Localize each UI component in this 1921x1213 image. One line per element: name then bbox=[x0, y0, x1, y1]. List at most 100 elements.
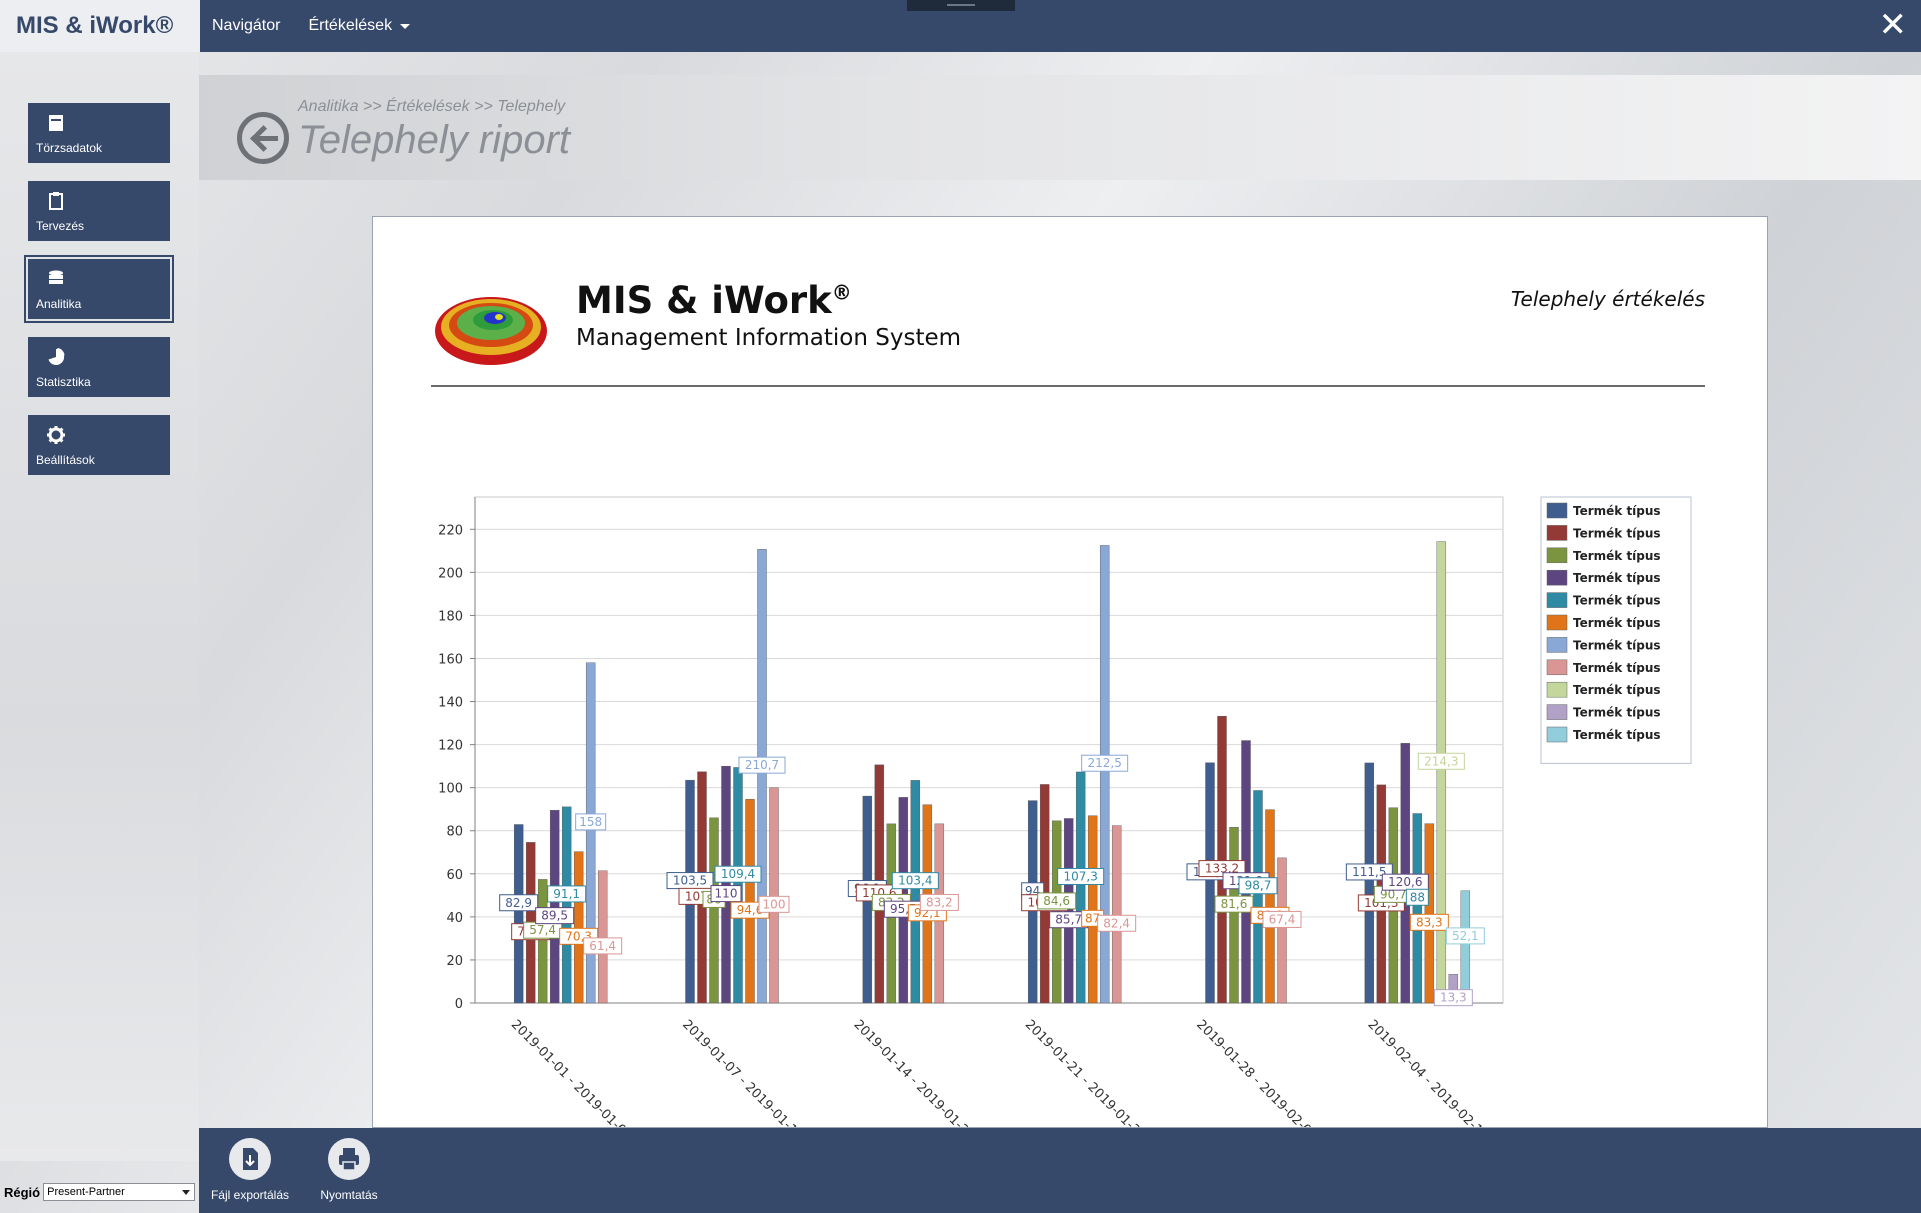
data-label: 110 bbox=[710, 885, 742, 903]
bar bbox=[709, 817, 719, 1004]
legend-swatch bbox=[1546, 726, 1568, 743]
legend-swatch bbox=[1546, 547, 1568, 564]
drag-handle[interactable] bbox=[907, 0, 1015, 11]
data-label-text: 83,2 bbox=[926, 895, 953, 909]
region-label: Régió bbox=[4, 1184, 41, 1200]
data-label: 214,3 bbox=[1417, 752, 1465, 770]
data-label-box bbox=[710, 885, 742, 903]
bar bbox=[757, 549, 767, 1004]
nav-evaluations-dropdown[interactable]: Értékelések bbox=[308, 17, 411, 35]
bar bbox=[1424, 823, 1435, 1004]
data-label-box bbox=[499, 894, 539, 912]
bar bbox=[721, 765, 731, 1004]
legend-entry: Termék típus bbox=[1573, 594, 1661, 608]
data-label: 82,9 bbox=[499, 894, 539, 912]
data-label-text: 210,7 bbox=[745, 758, 779, 772]
data-label-text: 81,6 bbox=[1221, 897, 1248, 911]
sidebar: Törzsadatok Tervezés Analitika Statiszti… bbox=[0, 52, 199, 1161]
data-label-box bbox=[1081, 754, 1129, 772]
data-label-box bbox=[714, 865, 762, 883]
sidebar-item-analitika[interactable]: Analitika bbox=[24, 255, 174, 323]
data-label-text: 109,4 bbox=[721, 867, 755, 881]
mis-logo-icon bbox=[435, 297, 547, 365]
legend-entry: Termék típus bbox=[1573, 638, 1661, 652]
data-label-text: 85,7 bbox=[1055, 913, 1082, 927]
export-file-button[interactable]: Fájl exportálás bbox=[205, 1138, 295, 1202]
data-label-text: 82,9 bbox=[505, 896, 532, 910]
sidebar-item-label: Beállítások bbox=[36, 453, 95, 467]
registered-mark: ® bbox=[831, 280, 852, 305]
bottom-toolbar: Fájl exportálás Nyomtatás bbox=[199, 1128, 1921, 1213]
sidebar-item-label: Statisztika bbox=[36, 375, 91, 389]
data-label-text: 84,6 bbox=[1043, 894, 1070, 908]
chevron-down-icon bbox=[400, 23, 411, 29]
data-label-text: 133,2 bbox=[1205, 862, 1239, 876]
data-label-text: 88 bbox=[1410, 890, 1425, 904]
data-label: 81,6 bbox=[1214, 895, 1254, 913]
legend-entry: Termék típus bbox=[1573, 549, 1661, 563]
data-label-box bbox=[738, 756, 786, 774]
data-label: 212,5 bbox=[1081, 754, 1129, 772]
sidebar-item-statisztika[interactable]: Statisztika bbox=[28, 337, 170, 397]
data-label-box bbox=[1409, 913, 1449, 931]
region-select[interactable]: Present-Partner bbox=[43, 1183, 196, 1201]
legend-entry: Termék típus bbox=[1573, 526, 1661, 540]
y-tick-label: 80 bbox=[446, 825, 463, 840]
bar bbox=[1217, 715, 1227, 1004]
x-tick-label: 2019-01-07 - 2019-01-13 bbox=[679, 1017, 806, 1128]
x-tick-label: 2019-01-21 - 2019-01-27 bbox=[1022, 1017, 1149, 1128]
data-label: 98,7 bbox=[1238, 877, 1278, 895]
bar bbox=[745, 799, 755, 1004]
bar bbox=[769, 787, 779, 1004]
y-tick-label: 40 bbox=[446, 911, 463, 926]
sidebar-item-beallitasok[interactable]: Beállítások bbox=[28, 415, 170, 475]
app-title: MIS & iWork® bbox=[16, 12, 174, 39]
data-label-text: 82,4 bbox=[1103, 916, 1130, 930]
back-arrow-icon[interactable] bbox=[237, 112, 289, 164]
data-label: 91,1 bbox=[547, 885, 587, 903]
bar bbox=[1111, 825, 1122, 1004]
file-export-icon bbox=[229, 1138, 271, 1180]
legend-swatch bbox=[1546, 704, 1568, 720]
page-title: Telephely riport bbox=[298, 118, 571, 162]
x-tick-label: 2019-02-04 - 2019-02-10 bbox=[1365, 1017, 1492, 1128]
export-label: Fájl exportálás bbox=[210, 1188, 290, 1202]
database-icon bbox=[49, 270, 63, 284]
data-label-box bbox=[919, 893, 959, 911]
data-label-box bbox=[547, 885, 587, 903]
data-label-text: 91,1 bbox=[553, 887, 580, 901]
data-label: 84,6 bbox=[1037, 892, 1077, 910]
bar bbox=[549, 810, 560, 1004]
bar bbox=[537, 879, 548, 1004]
y-tick-label: 220 bbox=[438, 523, 463, 538]
data-label-text: 110 bbox=[715, 887, 738, 901]
y-tick-label: 200 bbox=[438, 566, 463, 581]
bar bbox=[1229, 827, 1239, 1004]
sidebar-item-tervezes[interactable]: Tervezés bbox=[28, 181, 170, 241]
report-brand: MIS & iWork® bbox=[576, 279, 852, 322]
sidebar-item-torzsadatok[interactable]: Törzsadatok bbox=[28, 103, 170, 163]
print-button[interactable]: Nyomtatás bbox=[304, 1138, 394, 1202]
breadcrumb: Analitika >> Értékelések >> Telephely bbox=[298, 98, 566, 115]
bar bbox=[1400, 743, 1411, 1004]
x-tick-label: 2019-01-14 - 2019-01-20 bbox=[851, 1017, 978, 1128]
data-label-text: 90,7 bbox=[1380, 887, 1407, 901]
data-label-box bbox=[1097, 914, 1137, 932]
data-label-box bbox=[1405, 888, 1429, 906]
legend-swatch bbox=[1546, 502, 1568, 519]
data-label-text: 158 bbox=[579, 815, 602, 829]
close-icon[interactable]: ✕ bbox=[1878, 5, 1908, 45]
data-label-text: 89,5 bbox=[541, 909, 568, 923]
plot-area bbox=[474, 496, 1504, 1004]
x-tick-label: 2019-01-28 - 2019-02-03 bbox=[1193, 1017, 1320, 1128]
data-label-box bbox=[1214, 895, 1254, 913]
data-label-text: 100 bbox=[763, 897, 786, 911]
nav-navigator[interactable]: Navigátor bbox=[212, 17, 280, 35]
data-label: 88 bbox=[1405, 888, 1429, 906]
y-tick-label: 160 bbox=[438, 652, 463, 667]
data-label-text: 57,4 bbox=[529, 923, 556, 937]
legend-swatch bbox=[1546, 637, 1568, 653]
data-label-text: 13,3 bbox=[1440, 991, 1467, 1005]
divider bbox=[431, 385, 1705, 387]
y-tick-label: 20 bbox=[446, 954, 463, 969]
